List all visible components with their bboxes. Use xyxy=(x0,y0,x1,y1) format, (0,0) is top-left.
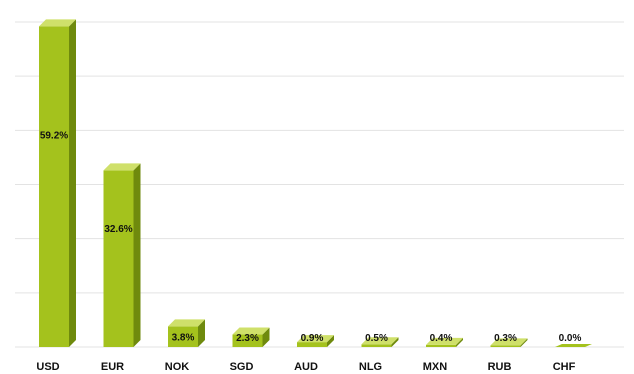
bar-top xyxy=(297,335,334,343)
bar-rub xyxy=(490,338,528,347)
x-tick-label: NOK xyxy=(165,361,190,373)
x-tick-label: SGD xyxy=(230,361,254,373)
bar-front xyxy=(297,342,327,347)
bar-nok xyxy=(168,319,205,347)
x-tick-label: EUR xyxy=(101,361,124,373)
bar-front xyxy=(426,344,456,347)
data-label: 0.4% xyxy=(430,333,453,344)
bar-front xyxy=(168,326,198,347)
bars xyxy=(39,19,592,347)
bar-side xyxy=(520,338,528,347)
x-tick-label: NLG xyxy=(359,361,382,373)
bar-usd xyxy=(39,19,76,347)
data-label: 2.3% xyxy=(236,333,259,344)
bar-chf xyxy=(555,344,592,347)
x-tick-label: MXN xyxy=(423,361,448,373)
bar-eur xyxy=(103,163,141,347)
bar-top xyxy=(490,338,528,346)
bar-front xyxy=(361,344,392,347)
bar-nlg xyxy=(361,337,399,347)
bar-front xyxy=(490,345,521,347)
data-label: 3.8% xyxy=(172,333,195,344)
x-tick-label: AUD xyxy=(294,361,318,373)
bar-top xyxy=(361,337,399,345)
bar-front xyxy=(232,334,263,347)
bar-mxn xyxy=(426,337,463,347)
bar-top xyxy=(426,337,463,345)
data-label: 0.9% xyxy=(301,333,324,344)
bar-top xyxy=(168,319,205,327)
data-label: 0.0% xyxy=(559,333,582,344)
x-tick-label: RUB xyxy=(488,361,512,373)
bar-side xyxy=(133,163,141,347)
bar-top xyxy=(232,327,270,335)
data-label: 0.3% xyxy=(494,333,517,344)
bar-side xyxy=(262,327,270,347)
x-tick-label: USD xyxy=(36,361,59,373)
bar-sgd xyxy=(232,327,270,347)
bar-sliver xyxy=(555,344,592,347)
bar-side xyxy=(198,319,205,347)
bar-side xyxy=(456,337,463,347)
data-label: 0.5% xyxy=(365,333,388,344)
data-label: 32.6% xyxy=(104,224,132,235)
x-tick-label: CHF xyxy=(553,361,576,373)
data-label: 59.2% xyxy=(40,131,68,142)
bar-front xyxy=(103,170,134,347)
bar-side xyxy=(391,337,399,347)
bar-front xyxy=(39,26,69,347)
x-axis-labels: USD EUR NOK SGD AUD NLG MXN RUB CHF xyxy=(36,361,575,373)
data-labels: 59.2% 32.6% 3.8% 2.3% 0.9% 0.5% 0.4% 0.3% 0.0% xyxy=(40,131,582,344)
bar-side xyxy=(69,19,76,347)
bar-top xyxy=(39,19,76,27)
bar-side xyxy=(327,335,334,347)
bar-top xyxy=(103,163,141,171)
bar-aud xyxy=(297,335,334,347)
